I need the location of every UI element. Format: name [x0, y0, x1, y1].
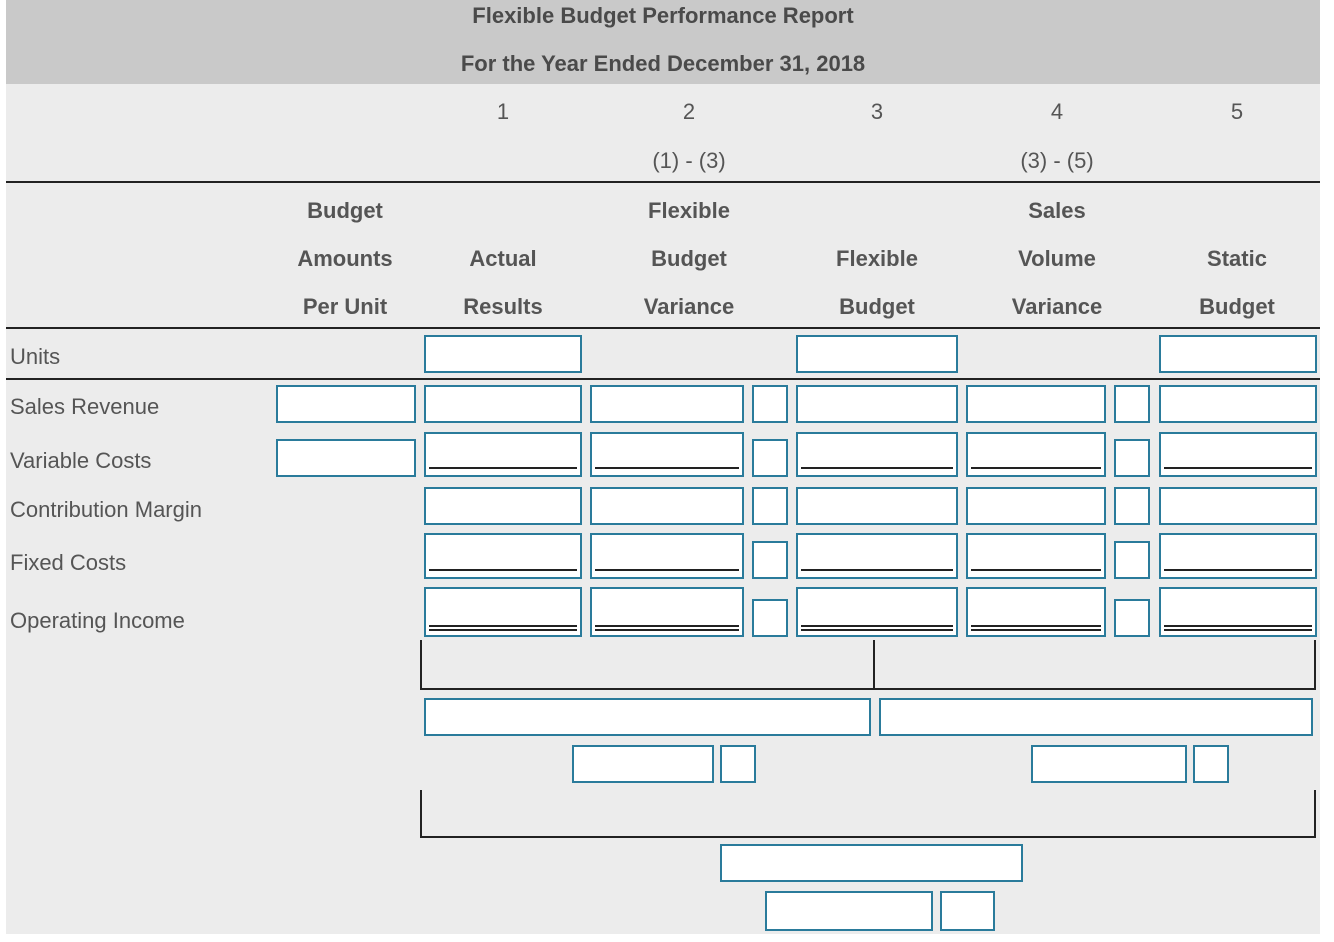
operating-income-volume-variance-input[interactable] [966, 587, 1106, 637]
variable-costs-flexible-budget-input[interactable] [796, 432, 958, 477]
variable-costs-per-unit-input[interactable] [276, 439, 416, 477]
bracket-middle-tick [873, 640, 875, 690]
sales-revenue-static-budget-input[interactable] [1159, 385, 1317, 423]
col4-formula: (3) - (5) [1020, 148, 1094, 173]
operating-income-flexible-budget-input[interactable] [796, 587, 958, 637]
variable-costs-actual-input[interactable] [424, 432, 582, 477]
sales-revenue-flex-variance-input[interactable] [590, 385, 744, 423]
contribution-margin-actual-input[interactable] [424, 487, 582, 525]
hdr-svv-3: Variance [1011, 294, 1103, 319]
col-number-5: 5 [1230, 99, 1244, 124]
hdr-budget-3: Per Unit [302, 294, 388, 319]
operating-income-flex-variance-input[interactable] [590, 587, 744, 637]
units-rule [6, 378, 1320, 380]
contribution-margin-flex-variance-input[interactable] [590, 487, 744, 525]
contribution-margin-flex-variance-fu-input[interactable] [752, 487, 788, 525]
sales-revenue-volume-variance-fu-input[interactable] [1114, 385, 1150, 423]
sales-revenue-per-unit-input[interactable] [276, 385, 416, 423]
hdr-flexvar-2: Budget [651, 246, 727, 271]
operating-income-flex-variance-fu-input[interactable] [752, 599, 788, 637]
hdr-static-1: Static [1207, 246, 1267, 271]
flex-variance-total-amount-input[interactable] [572, 745, 714, 783]
bracket-right-tick [1314, 640, 1316, 690]
static-variance-label-input[interactable] [720, 844, 1023, 882]
static-bracket-base-rule [420, 836, 1316, 838]
col2-formula: (1) - (3) [652, 148, 726, 173]
sales-revenue-flexible-budget-input[interactable] [796, 385, 958, 423]
fixed-costs-volume-variance-fu-input[interactable] [1114, 541, 1150, 579]
col-number-3: 3 [870, 99, 884, 124]
performance-report: Flexible Budget Performance Report For t… [6, 0, 1320, 934]
fixed-costs-actual-input[interactable] [424, 533, 582, 579]
units-actual-input[interactable] [424, 335, 582, 373]
hdr-static-2: Budget [1199, 294, 1275, 319]
row-label-operating-income: Operating Income [10, 608, 185, 633]
fixed-costs-flex-variance-input[interactable] [590, 533, 744, 579]
variable-costs-flex-variance-fu-input[interactable] [752, 439, 788, 477]
sales-revenue-actual-input[interactable] [424, 385, 582, 423]
operating-income-actual-input[interactable] [424, 587, 582, 637]
operating-income-static-budget-input[interactable] [1159, 587, 1317, 637]
contribution-margin-static-budget-input[interactable] [1159, 487, 1317, 525]
units-static-budget-input[interactable] [1159, 335, 1317, 373]
hdr-flexbud-2: Budget [839, 294, 915, 319]
col-number-2: 2 [682, 99, 696, 124]
hdr-actual-1: Actual [469, 246, 537, 271]
hdr-svv-2: Volume [1018, 246, 1096, 271]
flex-variance-total-fu-input[interactable] [720, 745, 756, 783]
row-label-fixed-costs: Fixed Costs [10, 550, 127, 575]
variable-costs-static-budget-input[interactable] [1159, 432, 1317, 477]
row-label-units: Units [10, 344, 61, 369]
col-number-1: 1 [496, 99, 510, 124]
volume-variance-total-amount-input[interactable] [1031, 745, 1187, 783]
units-flexible-budget-input[interactable] [796, 335, 958, 373]
fixed-costs-flexible-budget-input[interactable] [796, 533, 958, 579]
operating-income-volume-variance-fu-input[interactable] [1114, 599, 1150, 637]
fixed-costs-static-budget-input[interactable] [1159, 533, 1317, 579]
static-bracket-right-tick [1314, 790, 1316, 838]
hdr-actual-2: Results [463, 294, 543, 319]
row-label-sales-revenue: Sales Revenue [10, 394, 160, 419]
static-variance-fu-input[interactable] [940, 891, 995, 931]
col-number-4: 4 [1050, 99, 1064, 124]
hdr-budget-1: Budget [307, 198, 383, 223]
fixed-costs-flex-variance-fu-input[interactable] [752, 541, 788, 579]
fixed-costs-volume-variance-input[interactable] [966, 533, 1106, 579]
report-subtitle: For the Year Ended December 31, 2018 [460, 51, 866, 76]
contribution-margin-volume-variance-input[interactable] [966, 487, 1106, 525]
bracket-base-rule [420, 688, 1316, 690]
header-bottom-rule [6, 327, 1320, 329]
static-variance-amount-input[interactable] [765, 891, 933, 931]
header-top-rule [6, 181, 1320, 183]
hdr-flexbud-1: Flexible [836, 246, 918, 271]
variable-costs-flex-variance-input[interactable] [590, 432, 744, 477]
volume-variance-total-label-input[interactable] [879, 698, 1313, 736]
static-bracket-left-tick [420, 790, 422, 838]
row-label-variable-costs: Variable Costs [10, 448, 152, 473]
contribution-margin-volume-variance-fu-input[interactable] [1114, 487, 1150, 525]
sales-revenue-flex-variance-fu-input[interactable] [752, 385, 788, 423]
hdr-flexvar-1: Flexible [648, 198, 730, 223]
hdr-svv-1: Sales [1028, 198, 1086, 223]
row-label-contribution-margin: Contribution Margin [10, 497, 202, 522]
hdr-flexvar-3: Variance [643, 294, 735, 319]
title-band [6, 0, 1320, 84]
bracket-left-tick [420, 640, 422, 690]
sales-revenue-volume-variance-input[interactable] [966, 385, 1106, 423]
variable-costs-volume-variance-fu-input[interactable] [1114, 439, 1150, 477]
hdr-budget-2: Amounts [297, 246, 393, 271]
report-title: Flexible Budget Performance Report [472, 3, 854, 28]
contribution-margin-flexible-budget-input[interactable] [796, 487, 958, 525]
flex-variance-total-label-input[interactable] [424, 698, 871, 736]
volume-variance-total-fu-input[interactable] [1193, 745, 1229, 783]
variable-costs-volume-variance-input[interactable] [966, 432, 1106, 477]
